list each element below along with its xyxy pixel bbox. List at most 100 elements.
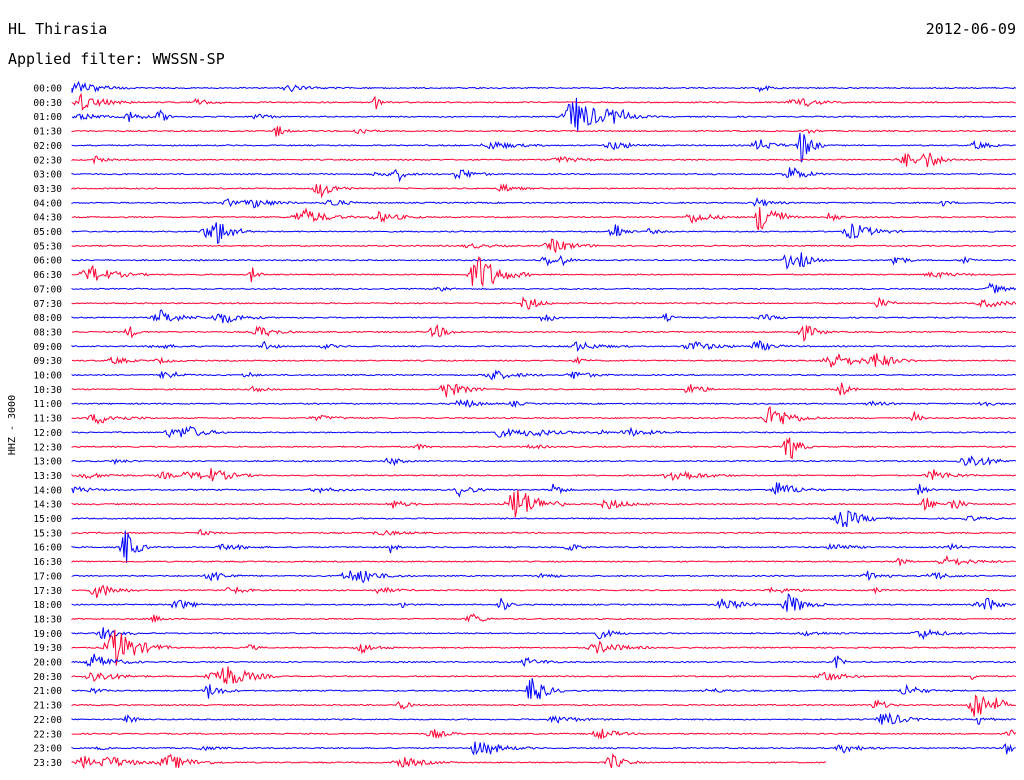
time-tick-label: 03:00: [33, 170, 62, 181]
trace-line: [71, 570, 1017, 584]
time-tick-label: 06:00: [33, 256, 62, 267]
time-tick-label: 00:30: [33, 98, 62, 109]
time-tick-label: 15:00: [33, 514, 62, 525]
trace-line: [71, 369, 1017, 381]
time-tick-label: 23:00: [33, 744, 62, 755]
trace-line: [71, 510, 1016, 528]
trace-line: [71, 753, 827, 770]
trace-line: [71, 382, 1016, 398]
time-tick-label: 09:30: [33, 356, 62, 367]
time-tick-label: 22:00: [33, 715, 62, 726]
trace-line: [71, 712, 1016, 725]
trace-line: [71, 437, 1016, 460]
time-tick-label: 12:30: [33, 442, 62, 453]
trace-line: [71, 554, 1016, 566]
time-tick-label: 00:00: [33, 84, 62, 95]
time-tick-label: 01:00: [33, 112, 62, 123]
time-tick-label: 15:30: [33, 528, 62, 539]
time-tick-label: 03:30: [33, 184, 62, 195]
trace-line: [71, 613, 1016, 624]
trace-line: [71, 238, 1016, 253]
time-tick-label: 01:30: [33, 127, 62, 138]
time-tick-label: 19:00: [33, 629, 62, 640]
trace-line: [71, 167, 1017, 183]
trace-line: [71, 405, 1016, 425]
trace-line: [71, 80, 1017, 93]
trace-line: [71, 309, 1016, 324]
trace-line: [71, 207, 1016, 231]
trace-line: [71, 353, 1016, 368]
time-tick-label: 18:00: [33, 600, 62, 611]
trace-line: [71, 296, 1017, 310]
time-tick-label: 13:30: [33, 471, 62, 482]
time-tick-label: 23:30: [33, 758, 62, 769]
time-tick-label: 04:00: [33, 198, 62, 209]
trace-line: [71, 482, 1017, 498]
time-tick-label: 05:00: [33, 227, 62, 238]
trace-line: [71, 97, 1016, 133]
y-axis-label: HHZ - 3000: [7, 395, 18, 455]
time-tick-label: 10:00: [33, 371, 62, 382]
time-tick-label: 10:30: [33, 385, 62, 396]
trace-line: [71, 282, 1017, 294]
time-tick-label: 06:30: [33, 270, 62, 281]
trace-line: [71, 489, 1016, 518]
time-tick-label: 16:00: [33, 543, 62, 554]
time-tick-label: 17:00: [33, 571, 62, 582]
trace-line: [71, 132, 1016, 163]
time-tick-label: 20:30: [33, 672, 62, 683]
filter-label: Applied filter: WWSSN-SP: [8, 50, 225, 68]
time-tick-label: 21:30: [33, 701, 62, 712]
trace-line: [71, 728, 1017, 740]
time-tick-label: 17:30: [33, 586, 62, 597]
time-tick-label: 11:30: [33, 414, 62, 425]
trace-line: [71, 339, 1016, 352]
trace-line: [71, 627, 1016, 641]
trace-line: [71, 196, 1016, 209]
time-tick-label: 02:00: [33, 141, 62, 152]
trace-line: [71, 530, 1016, 563]
trace-line: [71, 324, 1016, 342]
trace-line: [71, 629, 1017, 666]
station-title: HL Thirasia: [8, 20, 108, 38]
trace-line: [71, 694, 1016, 717]
time-tick-label: 13:00: [33, 457, 62, 468]
trace-line: [71, 152, 1016, 168]
time-tick-label: 04:30: [33, 213, 62, 224]
time-tick-label: 21:00: [33, 686, 62, 697]
time-tick-labels: 00:00 00:30 01:00 01:30 02:00 02:30 03:00 03:30…: [33, 84, 62, 769]
time-tick-label: 16:30: [33, 557, 62, 568]
time-tick-label: 02:30: [33, 155, 62, 166]
trace-line: [71, 528, 1016, 536]
trace-line: [71, 92, 1016, 111]
time-tick-label: 12:00: [33, 428, 62, 439]
time-tick-label: 18:30: [33, 614, 62, 625]
time-tick-label: 20:00: [33, 658, 62, 669]
trace-line: [71, 584, 1016, 598]
trace-line: [71, 593, 1016, 612]
time-tick-label: 08:30: [33, 327, 62, 338]
trace-line: [71, 222, 1017, 245]
time-tick-label: 14:30: [33, 500, 62, 511]
trace-line: [71, 741, 1016, 756]
time-tick-label: 14:00: [33, 485, 62, 496]
trace-line: [71, 126, 1017, 137]
time-tick-label: 08:00: [33, 313, 62, 324]
time-tick-label: 07:00: [33, 284, 62, 295]
time-tick-label: 05:30: [33, 241, 62, 252]
time-tick-label: 07:30: [33, 299, 62, 310]
trace-line: [71, 468, 1016, 482]
trace-line: [71, 678, 1017, 700]
trace-line: [71, 256, 1016, 288]
trace-line: [71, 425, 1016, 439]
time-tick-label: 11:00: [33, 399, 62, 410]
date-label: 2012-06-09: [925, 20, 1016, 38]
time-tick-label: 22:30: [33, 729, 62, 740]
trace-line: [71, 653, 1017, 669]
seismic-traces: [71, 80, 1017, 770]
time-tick-label: 19:30: [33, 643, 62, 654]
time-tick-label: 09:00: [33, 342, 62, 353]
trace-line: [71, 183, 1017, 199]
trace-line: [71, 398, 1017, 409]
